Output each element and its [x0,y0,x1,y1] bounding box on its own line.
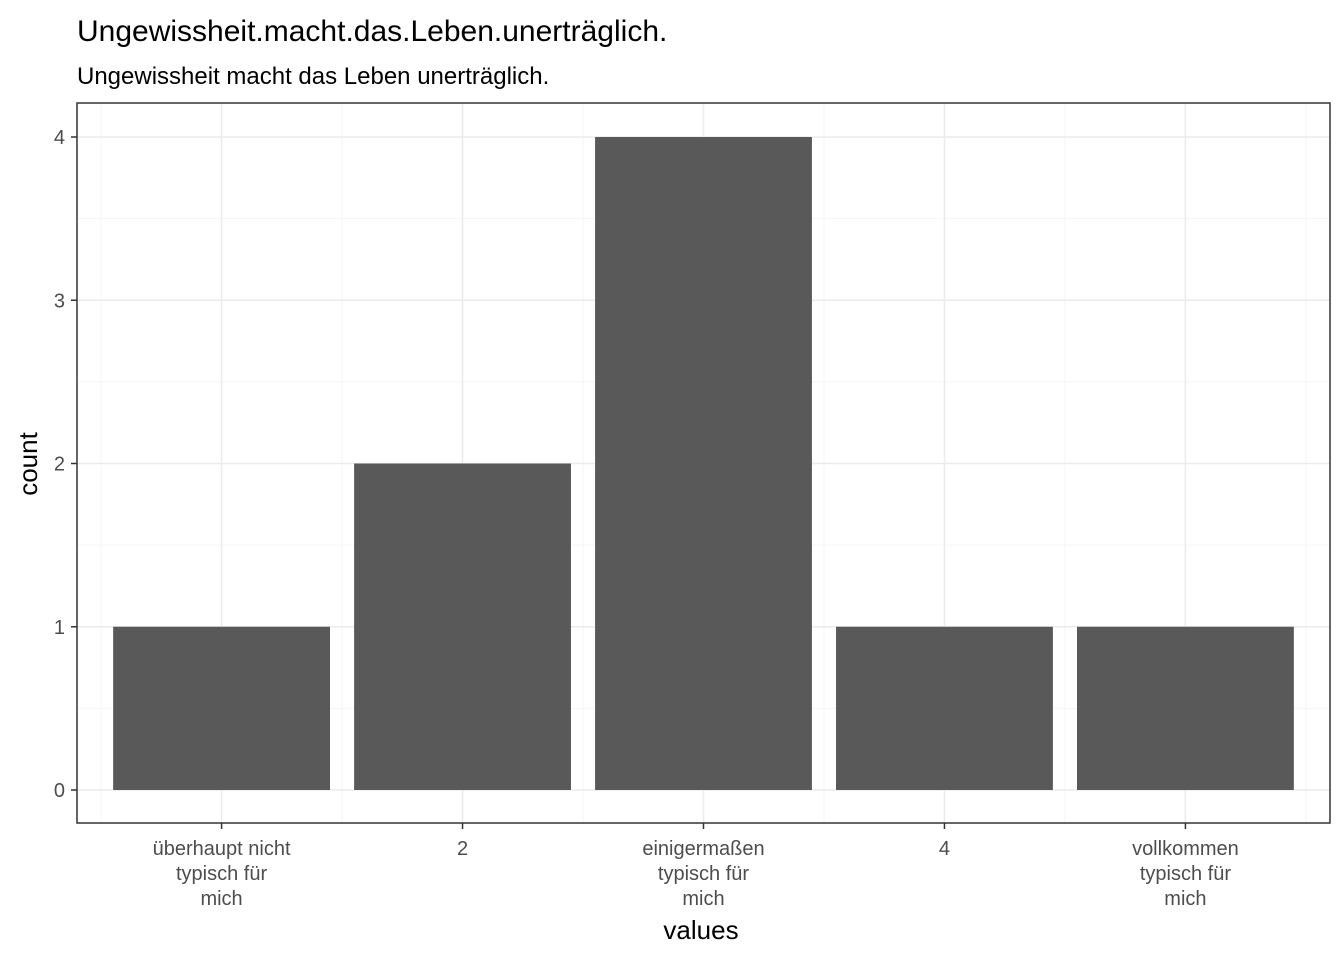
x-tick-label-line: typisch für [658,863,749,885]
x-tick-label: 2 [457,838,468,860]
x-tick-label: überhaupt nicht typisch für mich [153,838,291,910]
x-tick-label-line: einigermaßen [642,838,764,860]
chart-subtitle: Ungewissheit macht das Leben unerträglic… [77,63,549,90]
y-tick-label: 1 [54,617,65,639]
x-tick-label: einigermaßen typisch für mich [642,838,764,910]
y-tick-label: 2 [54,454,65,476]
bar [595,137,812,790]
x-tick-label-line: mich [682,888,724,910]
x-tick-label: 4 [939,838,950,860]
x-tick-label-line: typisch für [1140,863,1231,885]
y-axis-label: count [13,431,43,495]
plot-panel: 0 1 2 3 4 überhaupt nicht typisch für mich 2 eini… [54,102,1331,910]
x-tick-label-line: mich [1164,888,1206,910]
y-tick-label: 4 [54,127,65,149]
x-tick-label-line: überhaupt nicht [153,838,291,860]
chart-title: Ungewissheit.macht.das.Leben.unerträglic… [77,15,667,48]
x-tick-label-line: mich [200,888,242,910]
bar [836,626,1053,790]
x-tick-label-line: vollkommen [1132,838,1239,860]
x-tick-label-line: typisch für [176,863,267,885]
x-axis-label: values [663,915,738,945]
y-tick-label: 0 [54,780,65,802]
x-tick-label-line: 4 [939,838,950,860]
x-tick-label: vollkommen typisch für mich [1132,838,1239,910]
y-tick-label: 3 [54,290,65,312]
x-tick-label-line: 2 [457,838,468,860]
bar [113,626,331,790]
bar [1076,626,1294,790]
bar [354,463,571,790]
